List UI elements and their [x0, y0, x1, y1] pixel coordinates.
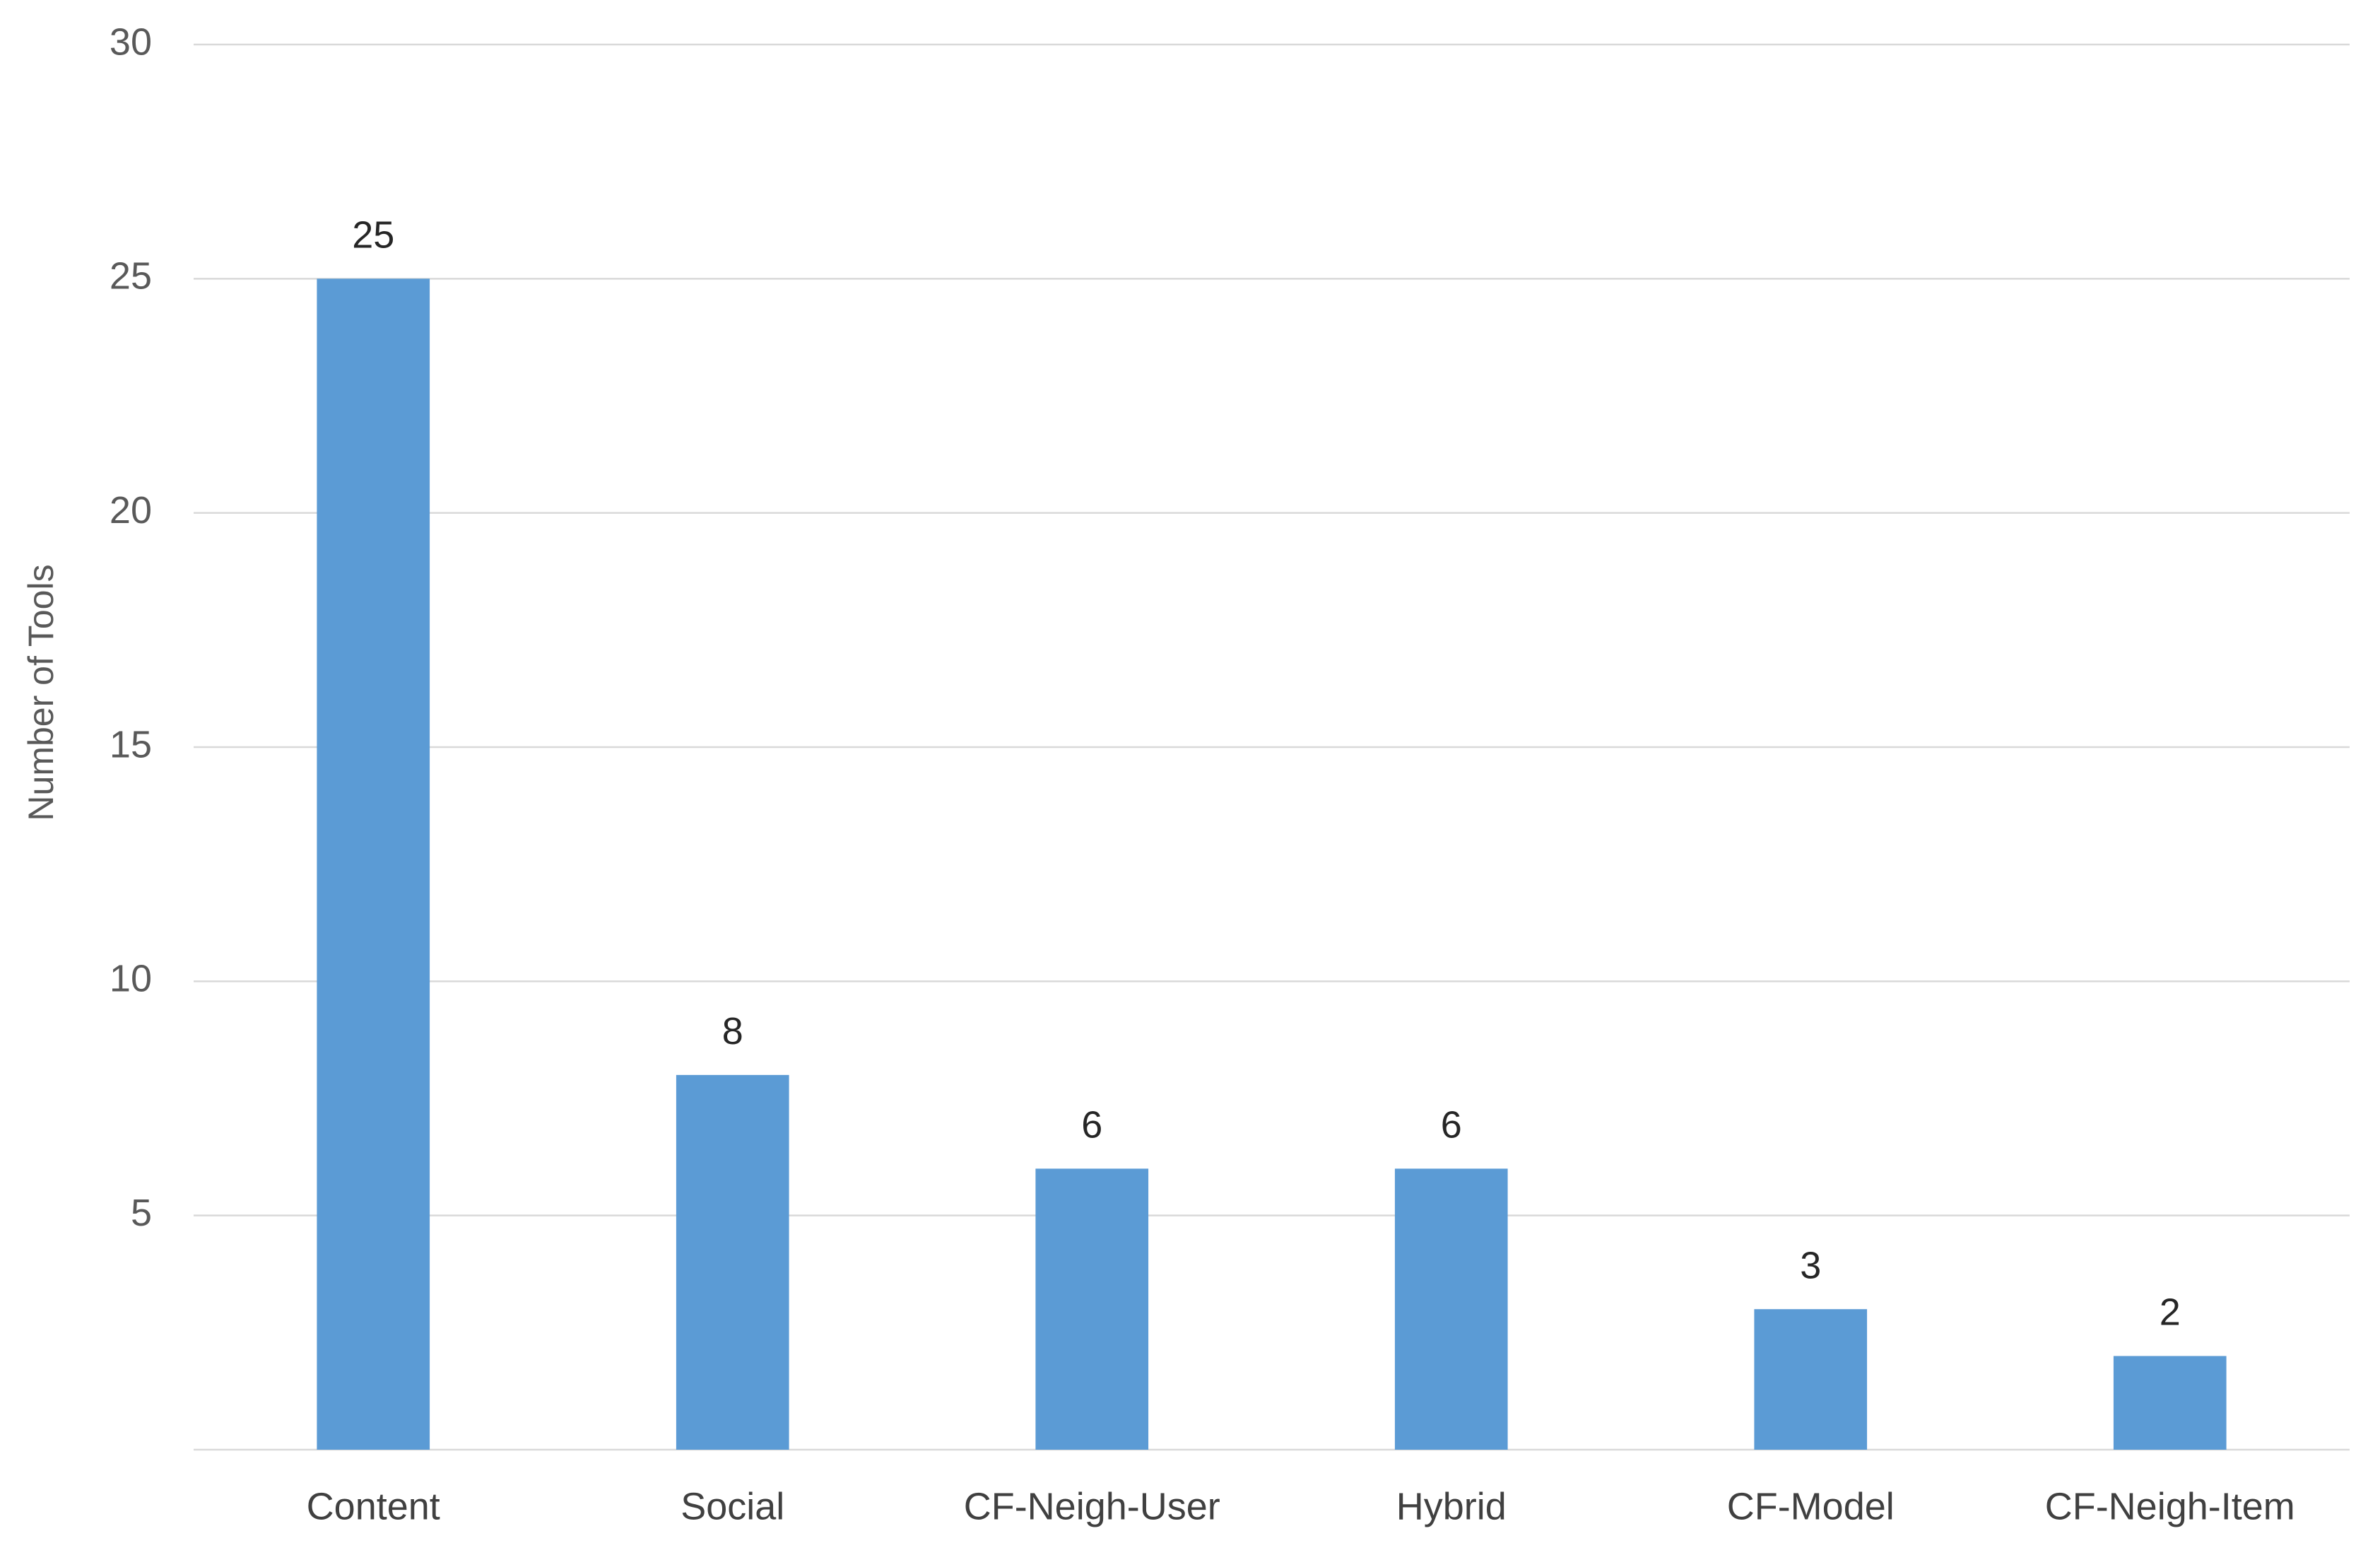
bar	[1035, 1168, 1149, 1450]
value-label: 3	[1800, 1244, 1821, 1286]
x-tick-label: Content	[307, 1485, 440, 1527]
bar	[676, 1074, 789, 1450]
y-tick-label: 20	[110, 489, 152, 532]
y-tick-label: 15	[110, 723, 152, 765]
x-tick-label: Social	[681, 1485, 784, 1527]
y-tick-label: 10	[110, 958, 152, 1000]
x-tick-label: CF-Neigh-User	[964, 1485, 1220, 1527]
value-label: 25	[352, 214, 394, 257]
y-axis-label: Number of Tools	[21, 564, 61, 821]
value-label: 2	[2160, 1291, 2181, 1334]
y-tick-label: 25	[110, 255, 152, 298]
bar	[1394, 1168, 1508, 1450]
bar	[317, 278, 430, 1450]
value-label: 8	[722, 1010, 743, 1052]
x-tick-label: CF-Model	[1727, 1485, 1895, 1527]
value-label: 6	[1081, 1104, 1102, 1146]
value-label: 6	[1441, 1104, 1462, 1146]
y-tick-label: 5	[131, 1192, 152, 1234]
x-tick-label: CF-Neigh-Item	[2045, 1485, 2295, 1527]
bar	[1754, 1309, 1868, 1450]
y-tick-label: 30	[110, 20, 152, 63]
x-tick-label: Hybrid	[1396, 1485, 1507, 1527]
bar	[2113, 1356, 2227, 1450]
